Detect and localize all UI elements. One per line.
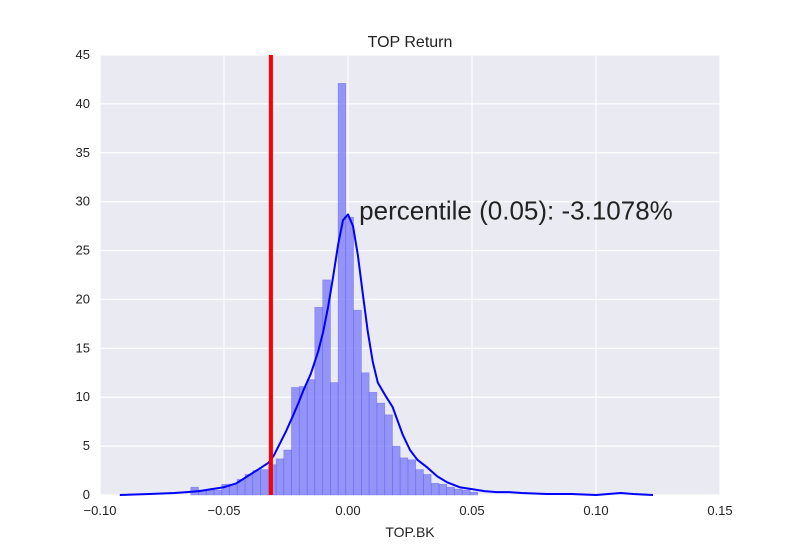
y-tick-label: 45 (76, 47, 90, 62)
y-tick-label: 25 (76, 243, 90, 258)
histogram-bar (330, 382, 339, 496)
histogram-bar (423, 474, 432, 496)
histogram-bar (368, 392, 378, 496)
x-tick-label: 0.15 (707, 503, 732, 518)
histogram-bar (353, 309, 362, 496)
x-tick-labels: −0.10 −0.05 0.00 0.05 0.10 0.15 (84, 503, 733, 518)
histogram-bar (462, 489, 471, 496)
y-tick-label: 30 (76, 194, 90, 209)
y-tick-label: 10 (76, 389, 90, 404)
histogram-bar (205, 489, 215, 496)
histogram-bar (384, 414, 393, 496)
histogram-bar (376, 402, 386, 496)
plot-background (100, 55, 720, 495)
histogram-bar (337, 83, 347, 496)
histogram-bar (431, 482, 440, 496)
histogram-bar (275, 458, 285, 496)
histogram-bar (392, 445, 401, 496)
y-tick-label: 15 (76, 340, 90, 355)
histogram-bar (213, 489, 223, 496)
histogram-bar (446, 486, 455, 496)
x-tick-label: −0.05 (208, 503, 241, 518)
histogram-bar (299, 386, 308, 496)
x-tick-label: 0.10 (583, 503, 608, 518)
y-tick-label: 5 (83, 438, 90, 453)
histogram-bar (361, 372, 370, 496)
histogram-bar (407, 459, 417, 496)
kde-curve (119, 213, 654, 496)
chart-title: TOP Return (368, 34, 453, 51)
y-tick-label: 35 (76, 145, 90, 160)
histogram-bar (283, 449, 292, 496)
percentile-annotation: percentile (0.05): -3.1078% (359, 195, 673, 225)
histogram-bar (260, 469, 269, 496)
histogram-bar (438, 483, 448, 496)
histogram-bar (252, 470, 261, 496)
x-tick-label: −0.10 (84, 503, 117, 518)
x-axis-title: TOP.BK (385, 524, 435, 540)
histogram-bar (469, 491, 479, 496)
histogram-bar (399, 457, 409, 496)
histogram-bars (190, 83, 479, 496)
histogram-bar (454, 488, 463, 496)
y-tick-label: 0 (83, 487, 90, 502)
x-tick-label: 0.05 (459, 503, 484, 518)
grid-lines (99, 54, 721, 496)
histogram-bar (415, 469, 424, 496)
y-tick-labels: 0 5 10 15 20 25 30 35 40 45 (76, 47, 90, 502)
x-tick-label: 0.00 (335, 503, 360, 518)
y-tick-label: 20 (76, 291, 90, 306)
y-tick-label: 40 (76, 96, 90, 111)
histogram-bar (345, 217, 354, 496)
histogram-bar (306, 379, 316, 496)
